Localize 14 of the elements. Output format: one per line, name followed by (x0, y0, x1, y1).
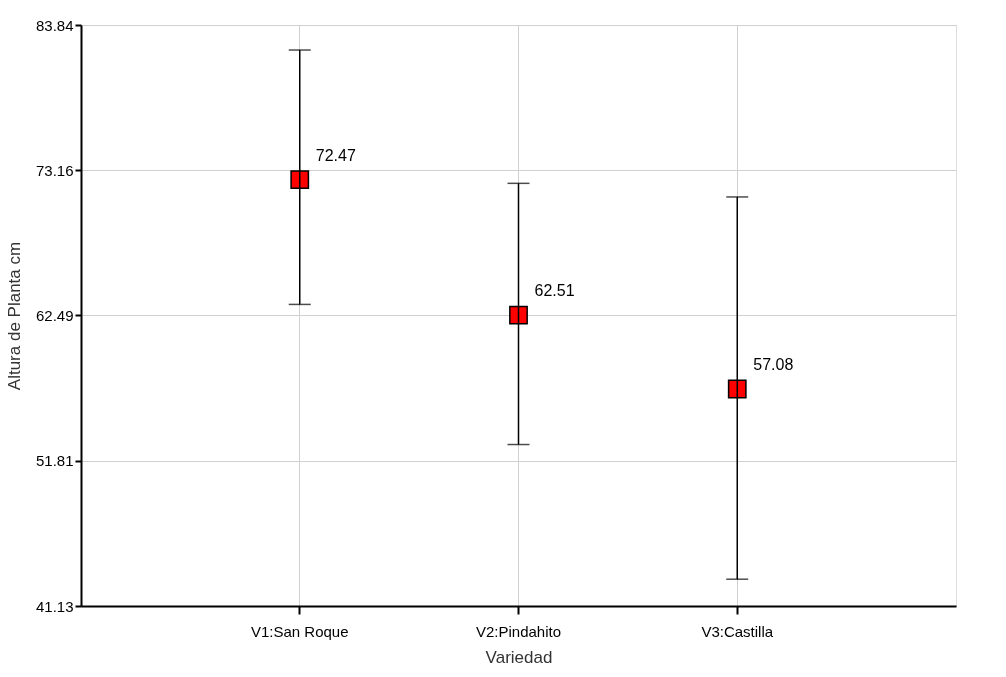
data-label: 72.47 (315, 146, 356, 164)
y-tick-label: 62.49 (35, 306, 74, 324)
y-tick-label: 83.84 (35, 16, 74, 34)
x-tick-label: V1:San Roque (250, 622, 349, 640)
point (727, 379, 747, 399)
data-label: 57.08 (753, 356, 794, 374)
data-label: 62.51 (534, 282, 575, 300)
y-tick-label: 41.13 (35, 597, 74, 615)
x-axis-title: Variedad (485, 647, 553, 667)
y-tick-label: 73.16 (35, 161, 74, 179)
x-tick-label: V3:Castilla (701, 622, 774, 640)
x-tick-label: V2:Pindahito (475, 622, 562, 640)
y-axis-title: Altura de Planta cm (4, 241, 24, 391)
y-tick-label: 51.81 (35, 452, 74, 470)
